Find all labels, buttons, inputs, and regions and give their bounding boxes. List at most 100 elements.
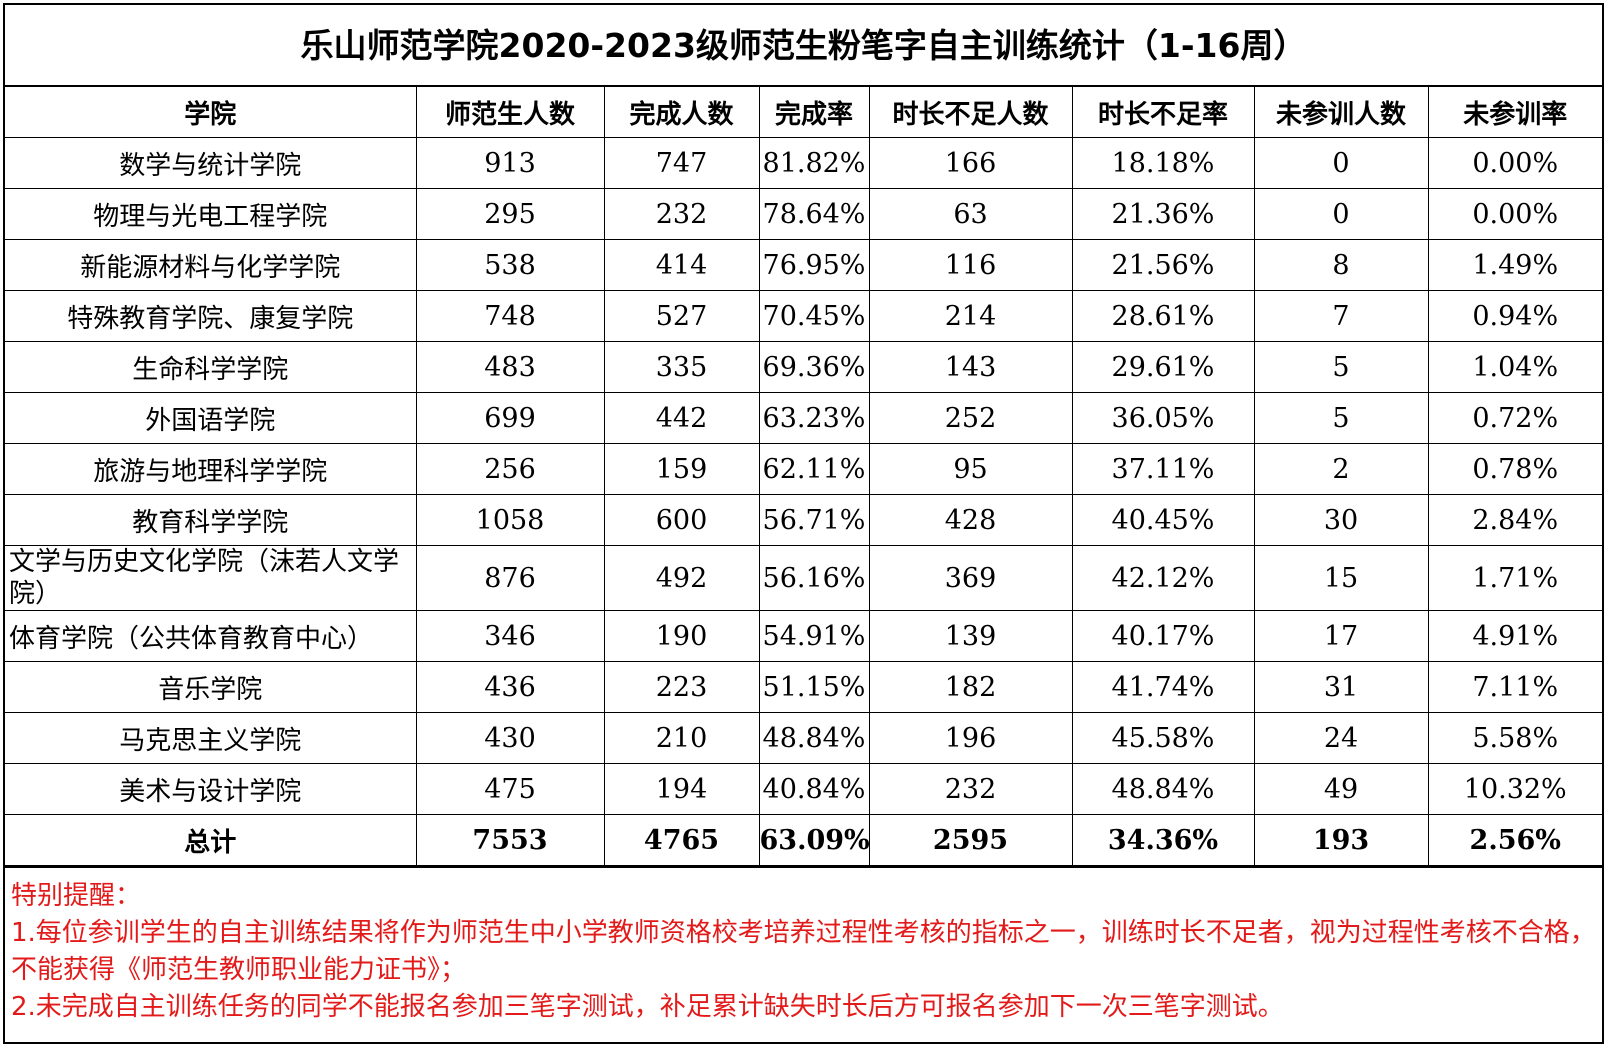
cell-absent-count: 0 <box>1253 137 1429 189</box>
cell-college-name: 特殊教育学院、康复学院 <box>5 290 417 342</box>
header-completion-rate: 完成率 <box>758 87 870 138</box>
total-completion-rate: 63.09% <box>758 814 870 866</box>
cell-absent-rate: 5.58% <box>1427 712 1602 764</box>
cell-absent-rate: 1.04% <box>1427 341 1602 393</box>
cell-completion-rate: 63.23% <box>758 392 870 444</box>
notes-section: 特别提醒： 1.每位参训学生的自主训练结果将作为师范生中小学教师资格校考培养过程… <box>5 866 1602 1026</box>
header-absent-rate: 未参训率 <box>1427 87 1602 138</box>
cell-absent-rate: 10.32% <box>1427 763 1602 815</box>
header-college: 学院 <box>5 87 417 138</box>
table-row: 文学与历史文化学院（沫若人文学院） 876 492 56.16% 369 42.12% 15… <box>5 545 1602 611</box>
cell-completion-rate: 69.36% <box>758 341 870 393</box>
cell-completed-count: 335 <box>603 341 760 393</box>
cell-absent-rate: 4.91% <box>1427 610 1602 662</box>
cell-absent-count: 7 <box>1253 290 1429 342</box>
note-item-2: 2.未完成自主训练任务的同学不能报名参加三笔字测试，补足累计缺失时长后方可报名参… <box>11 992 1284 1022</box>
cell-insufficient-rate: 18.18% <box>1071 137 1255 189</box>
cell-absent-rate: 0.00% <box>1427 137 1602 189</box>
cell-completed-count: 414 <box>603 239 760 291</box>
cell-insufficient-count: 196 <box>868 712 1073 764</box>
notes-heading: 特别提醒： <box>11 881 142 911</box>
cell-absent-count: 0 <box>1253 188 1429 240</box>
cell-insufficient-count: 428 <box>868 494 1073 546</box>
cell-college-name: 音乐学院 <box>5 661 417 713</box>
cell-absent-rate: 0.72% <box>1427 392 1602 444</box>
cell-absent-count: 24 <box>1253 712 1429 764</box>
cell-college-name: 生命科学学院 <box>5 341 417 393</box>
cell-completion-rate: 62.11% <box>758 443 870 495</box>
cell-completion-rate: 40.84% <box>758 763 870 815</box>
cell-absent-count: 8 <box>1253 239 1429 291</box>
cell-completion-rate: 81.82% <box>758 137 870 189</box>
total-student-count: 7553 <box>415 814 605 866</box>
cell-absent-count: 5 <box>1253 341 1429 393</box>
cell-insufficient-rate: 41.74% <box>1071 661 1255 713</box>
table-row: 教育科学学院 1058 600 56.71% 428 40.45% 30 2.84% <box>5 494 1602 546</box>
cell-insufficient-rate: 21.36% <box>1071 188 1255 240</box>
cell-insufficient-rate: 21.56% <box>1071 239 1255 291</box>
cell-completed-count: 223 <box>603 661 760 713</box>
cell-insufficient-rate: 29.61% <box>1071 341 1255 393</box>
cell-absent-rate: 7.11% <box>1427 661 1602 713</box>
cell-student-count: 430 <box>415 712 605 764</box>
cell-completion-rate: 54.91% <box>758 610 870 662</box>
table-row: 生命科学学院 483 335 69.36% 143 29.61% 5 1.04% <box>5 341 1602 393</box>
cell-student-count: 538 <box>415 239 605 291</box>
cell-student-count: 346 <box>415 610 605 662</box>
cell-insufficient-rate: 48.84% <box>1071 763 1255 815</box>
header-insufficient-rate: 时长不足率 <box>1071 87 1255 138</box>
cell-student-count: 256 <box>415 443 605 495</box>
cell-absent-count: 2 <box>1253 443 1429 495</box>
cell-student-count: 913 <box>415 137 605 189</box>
cell-absent-rate: 1.49% <box>1427 239 1602 291</box>
cell-college-name: 马克思主义学院 <box>5 712 417 764</box>
cell-college-name: 新能源材料与化学学院 <box>5 239 417 291</box>
cell-absent-rate: 0.00% <box>1427 188 1602 240</box>
cell-student-count: 436 <box>415 661 605 713</box>
total-absent-count: 193 <box>1253 814 1429 866</box>
cell-completion-rate: 78.64% <box>758 188 870 240</box>
table-row: 新能源材料与化学学院 538 414 76.95% 116 21.56% 8 1.49% <box>5 239 1602 291</box>
cell-college-name: 文学与历史文化学院（沫若人文学院） <box>5 545 417 611</box>
cell-completion-rate: 51.15% <box>758 661 870 713</box>
cell-student-count: 748 <box>415 290 605 342</box>
cell-college-name: 教育科学学院 <box>5 494 417 546</box>
cell-insufficient-count: 116 <box>868 239 1073 291</box>
cell-absent-count: 17 <box>1253 610 1429 662</box>
cell-absent-count: 5 <box>1253 392 1429 444</box>
cell-insufficient-count: 232 <box>868 763 1073 815</box>
header-absent-count: 未参训人数 <box>1253 87 1429 138</box>
cell-insufficient-rate: 36.05% <box>1071 392 1255 444</box>
cell-insufficient-rate: 45.58% <box>1071 712 1255 764</box>
total-absent-rate: 2.56% <box>1427 814 1602 866</box>
note-item-1: 1.每位参训学生的自主训练结果将作为师范生中小学教师资格校考培养过程性考核的指标… <box>11 918 1596 985</box>
table-row: 特殊教育学院、康复学院 748 527 70.45% 214 28.61% 7 0.94% <box>5 290 1602 342</box>
cell-student-count: 483 <box>415 341 605 393</box>
cell-student-count: 1058 <box>415 494 605 546</box>
cell-absent-count: 30 <box>1253 494 1429 546</box>
cell-completed-count: 210 <box>603 712 760 764</box>
table-row: 数学与统计学院 913 747 81.82% 166 18.18% 0 0.00% <box>5 137 1602 189</box>
cell-absent-count: 31 <box>1253 661 1429 713</box>
table-row: 旅游与地理科学学院 256 159 62.11% 95 37.11% 2 0.78% <box>5 443 1602 495</box>
cell-insufficient-count: 369 <box>868 545 1073 611</box>
total-insufficient-count: 2595 <box>868 814 1073 866</box>
cell-completed-count: 190 <box>603 610 760 662</box>
cell-completed-count: 232 <box>603 188 760 240</box>
statistics-sheet: 乐山师范学院2020-2023级师范生粉笔字自主训练统计（1-16周） 学院 师… <box>3 3 1604 1044</box>
cell-insufficient-rate: 28.61% <box>1071 290 1255 342</box>
cell-completion-rate: 56.16% <box>758 545 870 611</box>
cell-completed-count: 442 <box>603 392 760 444</box>
header-insufficient-count: 时长不足人数 <box>868 87 1073 138</box>
total-completed-count: 4765 <box>603 814 760 866</box>
table-row: 体育学院（公共体育教育中心） 346 190 54.91% 139 40.17% 17 4.9… <box>5 610 1602 662</box>
cell-student-count: 699 <box>415 392 605 444</box>
cell-college-name: 旅游与地理科学学院 <box>5 443 417 495</box>
header-row: 学院 师范生人数 完成人数 完成率 时长不足人数 时长不足率 未参训人数 未参训… <box>5 87 1602 138</box>
table-row: 马克思主义学院 430 210 48.84% 196 45.58% 24 5.58% <box>5 712 1602 764</box>
cell-college-name: 数学与统计学院 <box>5 137 417 189</box>
cell-absent-rate: 1.71% <box>1427 545 1602 611</box>
cell-absent-rate: 0.94% <box>1427 290 1602 342</box>
cell-completion-rate: 56.71% <box>758 494 870 546</box>
cell-college-name: 物理与光电工程学院 <box>5 188 417 240</box>
